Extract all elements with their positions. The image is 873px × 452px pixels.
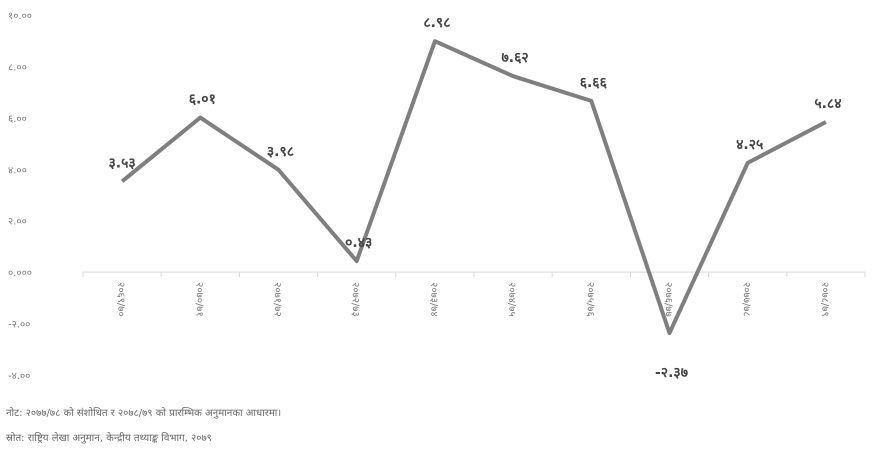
y-tick-label: २.००: [8, 217, 27, 228]
y-tick-label: ४.००: [8, 165, 27, 176]
data-label: ६.०१: [189, 92, 216, 108]
data-label: ८.९८: [423, 15, 450, 31]
chart-source: स्रोत: राष्ट्रिय लेखा अनुमान, केन्द्रीय …: [6, 433, 212, 444]
y-tick-label: -४.००: [8, 371, 30, 382]
x-tick-label: २०७२/७३: [350, 282, 361, 317]
y-tick-label: -२.००: [8, 320, 30, 331]
data-label: -२.३७: [655, 365, 688, 381]
data-labels: ३.५३ ६.०१ ३.९८ ०.४३ ८.९८ ७.६२ ६.६६ -२.३७ ४.२५ ५.८…: [109, 15, 842, 381]
x-tick-label: २०६९/७०: [115, 282, 126, 317]
data-label: ५.८४: [814, 96, 841, 112]
y-tick-label: ८.००: [8, 62, 27, 73]
x-tick-label: २०७३/७४: [428, 282, 439, 317]
x-tick-label: २०७०/७१: [193, 282, 204, 317]
data-label: ०.४३: [345, 235, 372, 251]
x-axis: २०६९/७० २०७०/७१ २०७१/७२ २०७२/७३ २०७३/७४ २०७४/…: [82, 272, 866, 317]
x-tick-label: २०७५/७६: [584, 282, 595, 317]
y-axis: १०.०० ८.०० ६.०० ४.०० २.०० ०.००० -२.०० -४.००: [8, 11, 32, 382]
chart-note: नोट: २०७७/७८ को संशोधित र २०७८/७९ को प्र…: [6, 408, 282, 419]
line-chart: १०.०० ८.०० ६.०० ४.०० २.०० ०.००० -२.०० -४.०० २०६…: [8, 11, 866, 382]
y-tick-label: ६.००: [8, 114, 27, 125]
data-label: ६.६६: [580, 75, 608, 91]
y-tick-label: ०.०००: [8, 268, 32, 279]
data-label: ३.५३: [109, 155, 136, 171]
x-tick-label: २०७६/७७: [663, 282, 674, 317]
data-label: ३.९८: [267, 144, 294, 160]
data-label: ७.६२: [502, 50, 529, 66]
x-tick-label: २०७१/७२: [272, 282, 283, 317]
y-tick-label: १०.००: [8, 11, 32, 22]
data-label: ४.२५: [736, 137, 763, 153]
x-tick-label: २०७७/७८: [741, 282, 752, 317]
series-line: [120, 39, 827, 336]
x-tick-label: २०७८/७९: [819, 282, 830, 317]
x-tick-label: २०७४/७५: [506, 282, 517, 317]
